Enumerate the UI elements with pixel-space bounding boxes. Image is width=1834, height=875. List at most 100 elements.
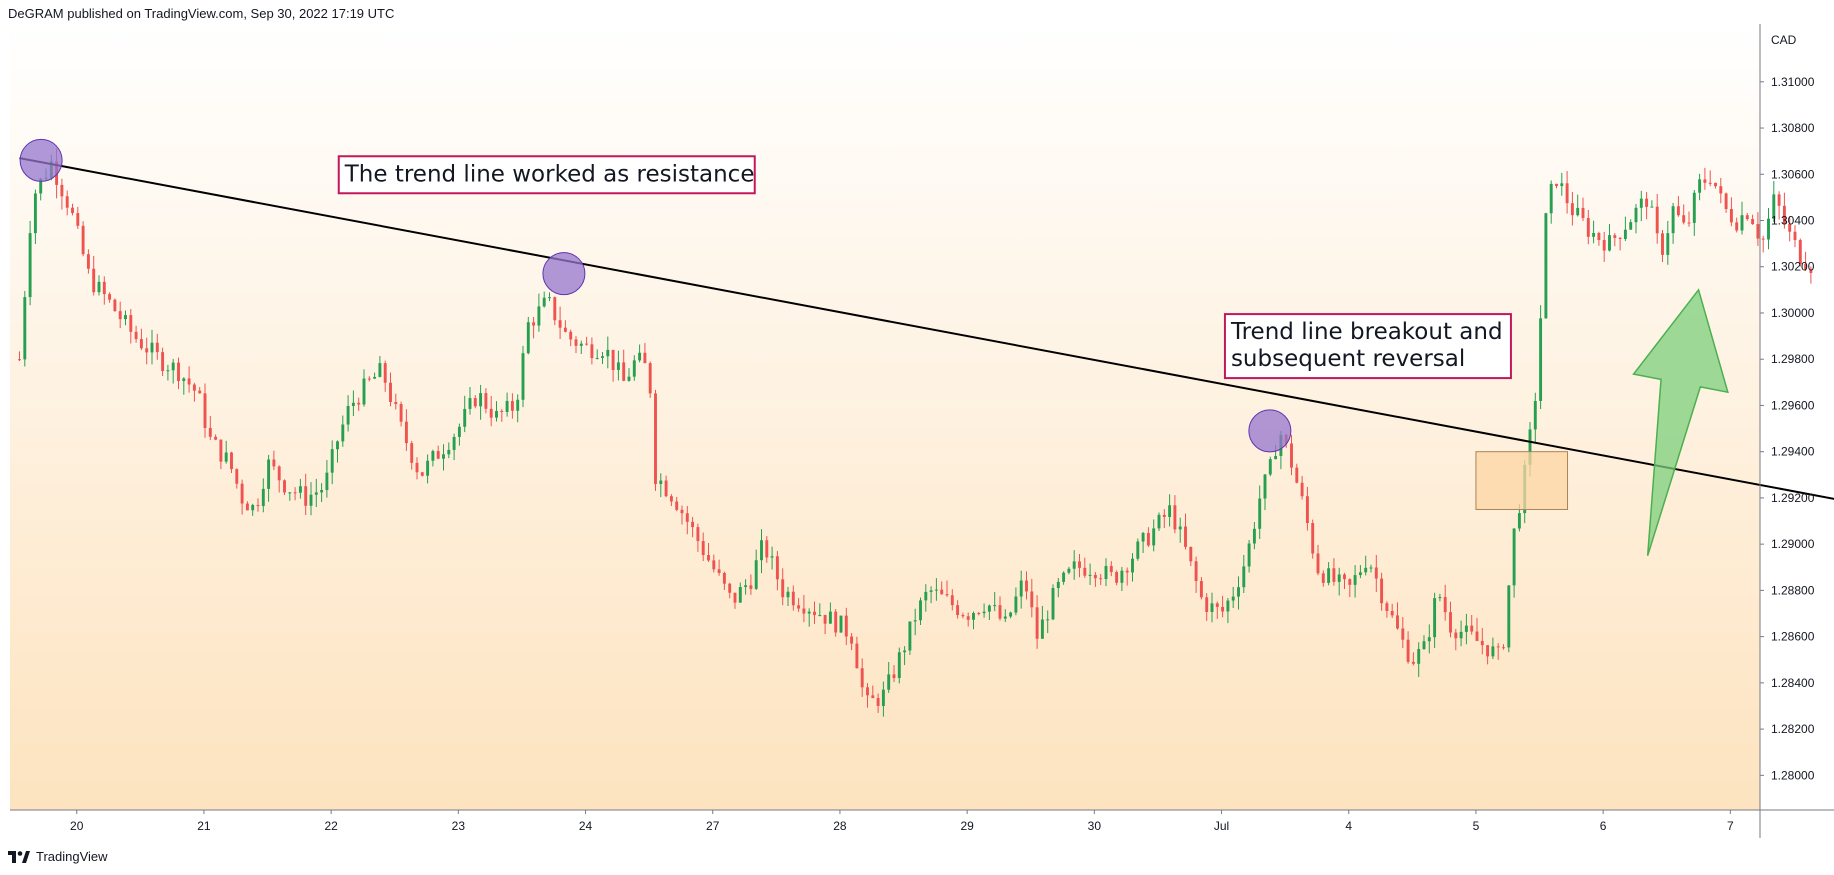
candle-body: [436, 451, 440, 459]
candle-body: [897, 652, 901, 679]
candle-body: [1661, 233, 1664, 255]
x-tick-label: 28: [833, 819, 847, 833]
currency-label: CAD: [1771, 33, 1797, 47]
candle-body: [1003, 616, 1007, 619]
candle-body: [330, 449, 334, 473]
candle-body: [707, 555, 710, 561]
reversal-arrow: [1632, 288, 1729, 556]
candle-body: [1618, 237, 1622, 239]
candle-body: [1623, 229, 1627, 239]
y-tick-label: 1.28200: [1771, 722, 1815, 736]
candle-body: [585, 343, 589, 345]
y-tick-label: 1.30600: [1771, 167, 1815, 181]
candle-body: [1528, 429, 1532, 465]
candle-body: [1443, 597, 1447, 613]
candle-body: [1517, 513, 1521, 529]
candle-body: [834, 611, 838, 633]
candle-body: [505, 400, 509, 413]
time-axis[interactable]: 20 21 22 23 24 27 28 29 30 Jul 4 5 6 7: [70, 810, 1734, 833]
candle-body: [293, 492, 297, 494]
candle-body: [341, 424, 345, 442]
candle-body: [171, 362, 175, 371]
candle-body: [696, 527, 700, 542]
candle-body: [1194, 561, 1198, 582]
candle-body: [542, 297, 546, 307]
candle-body: [399, 404, 403, 422]
x-tick-label: 20: [70, 819, 84, 833]
y-tick-label: 1.30200: [1771, 260, 1815, 274]
candle-body: [18, 359, 21, 361]
candle-body: [866, 687, 869, 696]
footer: TradingView: [8, 849, 108, 864]
candle-body: [844, 615, 848, 637]
candle-body: [664, 480, 668, 497]
candle-body: [1327, 568, 1331, 583]
candle-body: [558, 320, 562, 328]
candle-body: [972, 612, 975, 620]
candle-body: [134, 331, 138, 340]
candle-body: [871, 695, 875, 699]
candle-body: [1411, 661, 1415, 664]
candle-body: [1120, 570, 1124, 583]
candle-body: [1714, 182, 1717, 187]
trend-line: [19, 157, 1834, 500]
price-axis[interactable]: CAD 1.31000 1.30800 1.30600 1.30400 1.30200 1.…: [1760, 33, 1815, 782]
candle-body: [1745, 215, 1749, 220]
candle-body: [277, 466, 281, 481]
candle-body: [913, 620, 917, 622]
candle-body: [1793, 231, 1797, 241]
candle-body: [1337, 574, 1341, 582]
candle-body: [224, 452, 228, 462]
candle-body: [1019, 580, 1023, 597]
candle-body: [500, 410, 504, 413]
candle-body: [23, 297, 27, 360]
candle-body: [378, 363, 382, 377]
candle-body: [1099, 578, 1103, 580]
candle-body: [166, 370, 170, 372]
candle-body: [1549, 183, 1553, 214]
candle-body: [1300, 482, 1304, 497]
candle-body: [728, 583, 732, 593]
annotation-box: [1223, 313, 1512, 380]
trend-touch-circle: [19, 138, 63, 182]
candle-body: [781, 579, 785, 598]
candle-body: [1385, 603, 1389, 612]
candle-body: [1226, 600, 1230, 612]
candle-body: [97, 281, 101, 293]
publication-header: DeGRAM published on TradingView.com, Sep…: [8, 6, 395, 21]
candle-body: [1544, 213, 1548, 319]
candle-body: [733, 592, 737, 603]
candle-body: [489, 408, 493, 418]
candle-body: [1539, 318, 1543, 401]
candle-body: [1507, 585, 1511, 648]
candle-body: [1078, 561, 1081, 568]
candle-body: [177, 362, 180, 382]
candle-body: [1676, 206, 1680, 216]
candle-body: [1374, 567, 1378, 579]
candle-body: [420, 472, 424, 476]
candle-body: [1062, 572, 1066, 582]
candle-body: [1703, 179, 1707, 183]
candle-body: [1184, 526, 1187, 547]
candle-body: [1025, 580, 1028, 592]
candle-body: [495, 410, 498, 418]
candle-body: [39, 178, 43, 194]
candle-body: [288, 492, 292, 494]
candle-body: [1634, 207, 1638, 223]
y-tick-label: 1.29200: [1771, 491, 1815, 505]
candle-body: [1433, 598, 1437, 638]
candle-body: [1608, 235, 1611, 251]
candle-body: [1449, 612, 1452, 633]
candlestick-chart[interactable]: The trend line worked as resistance Trend…: [0, 0, 1834, 845]
candle-body: [611, 349, 615, 370]
candle-body: [775, 556, 779, 580]
candle-body: [245, 503, 249, 511]
candle-body: [537, 306, 541, 326]
candle-body: [1178, 526, 1182, 530]
candle-body: [1237, 587, 1240, 597]
candle-body: [993, 605, 997, 607]
candle-body: [887, 674, 891, 690]
candle-body: [1597, 232, 1601, 241]
candle-body: [1353, 575, 1357, 585]
candle-body: [622, 362, 626, 381]
